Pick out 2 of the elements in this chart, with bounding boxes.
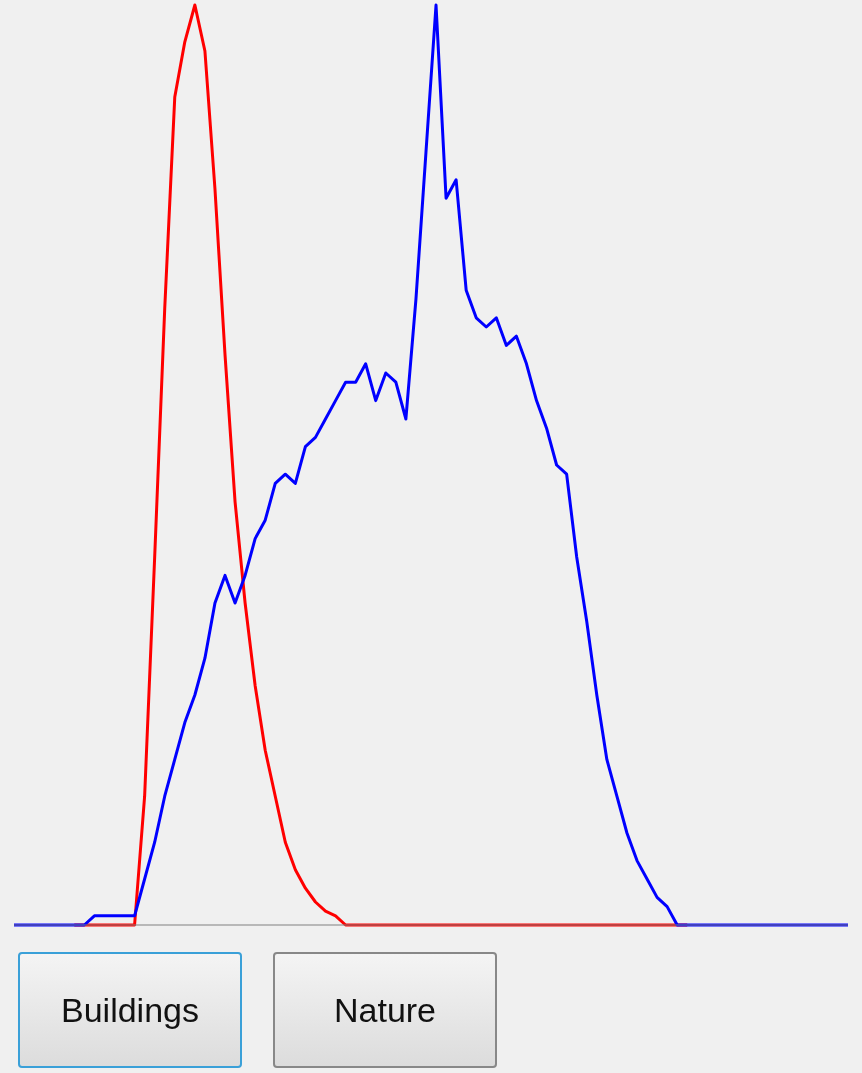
- button[interactable]: Buildings: [18, 952, 242, 1068]
- button[interactable]: Nature: [273, 952, 497, 1068]
